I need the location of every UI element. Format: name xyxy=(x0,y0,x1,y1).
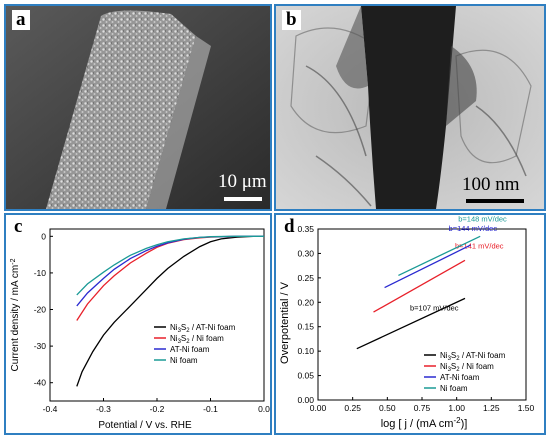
y-tick-label: -40 xyxy=(34,378,47,388)
series-line xyxy=(76,235,264,387)
scale-bar-line xyxy=(466,199,524,203)
series-line xyxy=(356,297,466,350)
y-tick-label: 0.25 xyxy=(297,273,314,283)
y-tick-label: 0.05 xyxy=(297,371,314,381)
sem-micrograph xyxy=(6,6,270,209)
x-tick-label: 0.00 xyxy=(310,403,327,413)
plot-frame xyxy=(49,228,265,402)
y-tick-label: 0.30 xyxy=(297,248,314,258)
y-tick-label: 0.20 xyxy=(297,297,314,307)
tem-micrograph xyxy=(276,6,544,209)
slope-annotation: b=148 mV/dec xyxy=(458,215,507,223)
series-line xyxy=(398,235,481,276)
series-line xyxy=(384,244,471,289)
legend-label: Ni3S2 / Ni foam xyxy=(170,334,224,345)
legend-label: Ni foam xyxy=(170,356,198,365)
series-line xyxy=(373,259,466,313)
y-tick-label: 0.35 xyxy=(297,224,314,234)
y-tick-label: 0 xyxy=(41,231,46,241)
chart-c: -0.4 -0.3 -0.2 -0.1 0.0 0 -10 -20 -30 -40 Ni3S2 /… xyxy=(10,228,270,431)
slope-annotation: b=141 mV/dec xyxy=(455,241,504,250)
x-tick-label: 1.00 xyxy=(448,403,465,413)
panel-label-a: a xyxy=(12,10,30,30)
series-line xyxy=(76,235,264,296)
slope-annotation: b=144 mV/dec xyxy=(449,224,498,233)
chart-d: 0.00 0.25 0.50 0.75 1.00 1.25 1.50 0.00 0.05 0.10… xyxy=(279,215,535,430)
legend-label: AT-Ni foam xyxy=(170,345,210,354)
x-tick-label: -0.4 xyxy=(43,404,58,414)
x-axis-label: Potential / V vs. RHE xyxy=(98,420,192,431)
legend-label: Ni3S2 / AT-Ni foam xyxy=(440,351,506,362)
scale-bar-line xyxy=(224,197,262,201)
x-tick-label: -0.2 xyxy=(150,404,165,414)
y-tick-label: 0.00 xyxy=(297,395,314,405)
panel-label-c: c xyxy=(14,216,23,237)
panel-d-tafel-chart: d 0.00 0.25 0.50 0.75 1.00 1.25 1.50 0.00 0.05 0.… xyxy=(274,213,546,435)
x-tick-label: -0.3 xyxy=(96,404,111,414)
legend-label: AT-Ni foam xyxy=(440,373,480,382)
scale-bar-label-a: 10 μm xyxy=(218,171,267,192)
panel-label-d: d xyxy=(284,216,295,237)
y-tick-label: 0.10 xyxy=(297,346,314,356)
panel-label-b: b xyxy=(282,10,301,30)
scale-bar-label-b: 100 nm xyxy=(462,174,520,195)
x-tick-label: 0.50 xyxy=(379,403,396,413)
slope-annotation: b=107 mV/dec xyxy=(410,303,459,312)
y-tick-label: -30 xyxy=(34,341,47,351)
x-axis-label: log [ j / (mA cm-2)] xyxy=(381,416,468,430)
y-axis-label: Overpotential / V xyxy=(279,281,291,364)
plot-frame xyxy=(317,228,527,401)
series-line xyxy=(76,235,264,321)
x-tick-label: -0.1 xyxy=(203,404,218,414)
panel-a-sem-image: a 10 μm xyxy=(4,4,272,211)
legend-label: Ni3S2 / AT-Ni foam xyxy=(170,323,236,334)
x-tick-label: 0.75 xyxy=(414,403,431,413)
x-tick-label: 1.50 xyxy=(518,403,535,413)
y-tick-label: -10 xyxy=(34,268,47,278)
y-tick-label: 0.15 xyxy=(297,322,314,332)
x-tick-label: 0.0 xyxy=(258,404,270,414)
legend-label: Ni foam xyxy=(440,384,468,393)
panel-b-tem-image: b 100 nm xyxy=(274,4,546,211)
legend-label: Ni3S2 / Ni foam xyxy=(440,362,494,373)
y-axis-label: Current density / mA cm-2 xyxy=(10,258,21,371)
y-tick-label: -20 xyxy=(34,305,47,315)
x-tick-label: 1.25 xyxy=(483,403,500,413)
x-tick-label: 0.25 xyxy=(344,403,361,413)
panel-c-polarization-chart: c -0.4 -0.3 -0.2 -0.1 0.0 0 -10 -20 -30 -40 Ni3S2… xyxy=(4,213,272,435)
